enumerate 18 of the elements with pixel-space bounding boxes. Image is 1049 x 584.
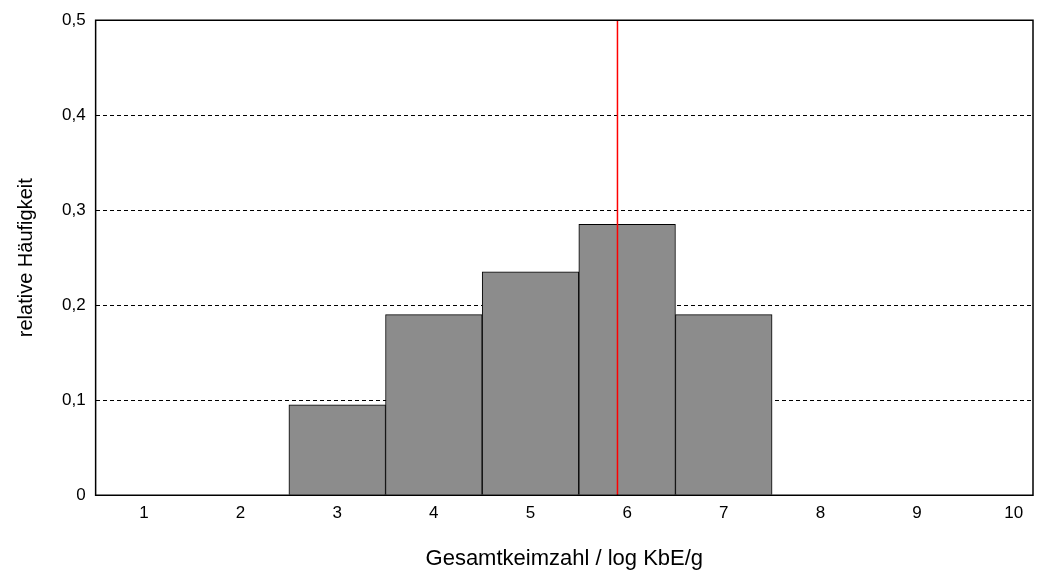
x-tick-label: 5 <box>525 503 536 523</box>
y-axis-title: relative Häufigkeit <box>13 177 36 338</box>
x-tick-label: 1 <box>139 503 149 523</box>
x-tick-label: 10 <box>1004 503 1024 523</box>
y-tick-label: 0 <box>76 484 86 504</box>
x-axis-title: Gesamtkeimzahl / log KbE/g <box>425 544 704 570</box>
x-tick-label: 4 <box>429 503 439 523</box>
x-tick-label: 2 <box>235 503 246 523</box>
x-tick-label: 8 <box>815 503 826 523</box>
y-tick-label: 0,3 <box>61 199 86 219</box>
x-tick-label: 3 <box>332 503 342 523</box>
y-tick-label: 0,1 <box>61 389 86 409</box>
x-tick-label: 6 <box>622 503 632 523</box>
y-tick-label: 0,4 <box>61 104 86 124</box>
y-tick-label: 0,2 <box>61 294 86 314</box>
x-tick-label: 7 <box>719 503 729 523</box>
x-tick-label: 9 <box>912 503 922 523</box>
y-tick-label: 0,5 <box>61 9 86 29</box>
